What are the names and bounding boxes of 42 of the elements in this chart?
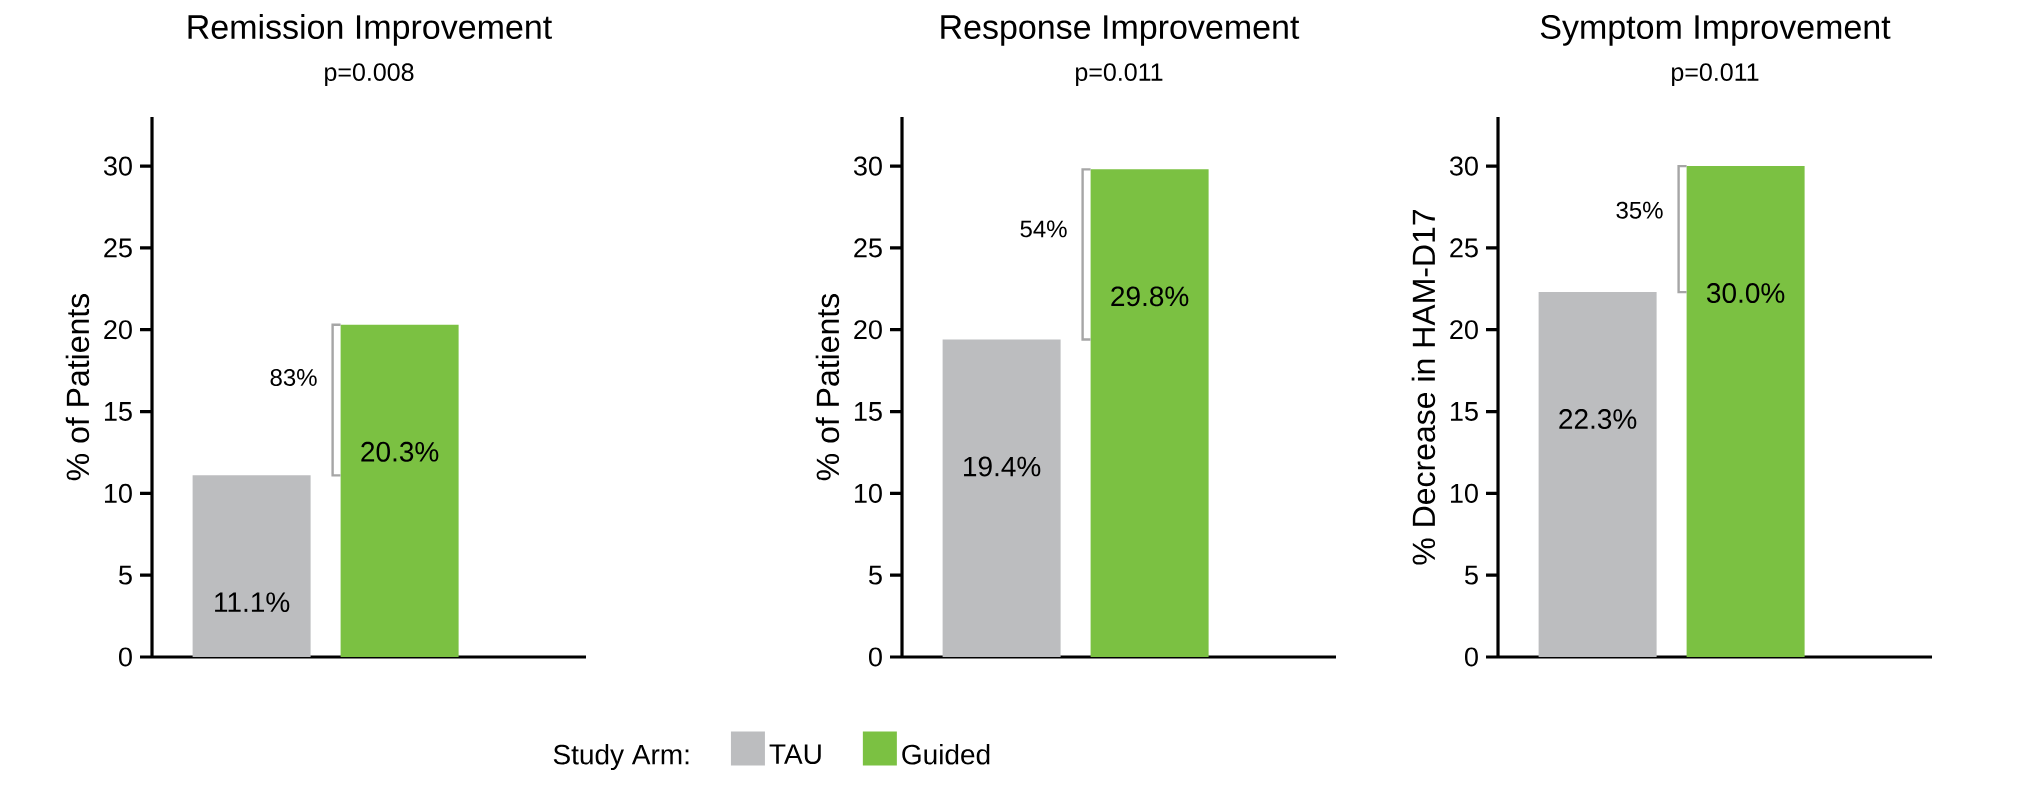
y-tick-label: 5 (1465, 565, 1478, 585)
y-tick-label: 20 (854, 320, 882, 340)
y-tick-label: 30 (1449, 156, 1478, 176)
y-axis-title: % Decrease in HAM-D17 (1411, 209, 1436, 565)
y-tick-label: 5 (119, 565, 132, 585)
chart-title: Symptom Improvement (1540, 14, 1891, 46)
y-tick-label: 5 (868, 565, 882, 585)
y-tick-label: 25 (854, 238, 882, 258)
data-label: 30.0% (1706, 283, 1785, 303)
y-tick-label: 10 (104, 483, 132, 503)
chart-subtitle: p=0.011 (1076, 63, 1163, 86)
annotation: 83% (270, 369, 317, 386)
y-axis-title: % of Patients (65, 293, 90, 481)
y-tick-label: 0 (1465, 647, 1478, 667)
legend-title: Study Arm: (553, 743, 689, 771)
y-tick-label: 25 (1450, 238, 1478, 258)
y-tick-label: 30 (853, 156, 882, 176)
y-tick-label: 0 (868, 647, 882, 667)
y-tick-label: 10 (1450, 483, 1478, 503)
data-label: 11.1% (215, 592, 290, 612)
data-label: 19.4% (964, 456, 1041, 477)
annotation: 35% (1616, 201, 1663, 219)
y-tick-label: 30 (103, 156, 132, 176)
legend-label: TAU (769, 744, 821, 765)
annotation: 54% (1020, 220, 1067, 238)
data-label: 22.3% (1559, 409, 1637, 429)
chart-title: Remission Improvement (188, 14, 552, 46)
data-label: 20.3% (361, 441, 439, 462)
y-tick-label: 15 (1450, 402, 1478, 421)
y-tick-label: 0 (119, 647, 132, 667)
y-tick-label: 20 (1450, 320, 1478, 340)
chart-title: Response Improvement (941, 15, 1300, 46)
y-axis-title: % of Patients (815, 293, 840, 481)
y-tick-label: 20 (104, 320, 132, 340)
y-tick-label: 10 (854, 483, 882, 503)
data-label: 29.8% (1111, 286, 1189, 307)
y-tick-label: 15 (854, 402, 882, 421)
y-tick-label: 15 (104, 402, 132, 421)
chart-subtitle: p=0.008 (325, 63, 414, 86)
chart-subtitle: p=0.011 (1672, 63, 1759, 86)
legend-label: Guided (902, 743, 990, 765)
y-tick-label: 25 (104, 238, 132, 258)
